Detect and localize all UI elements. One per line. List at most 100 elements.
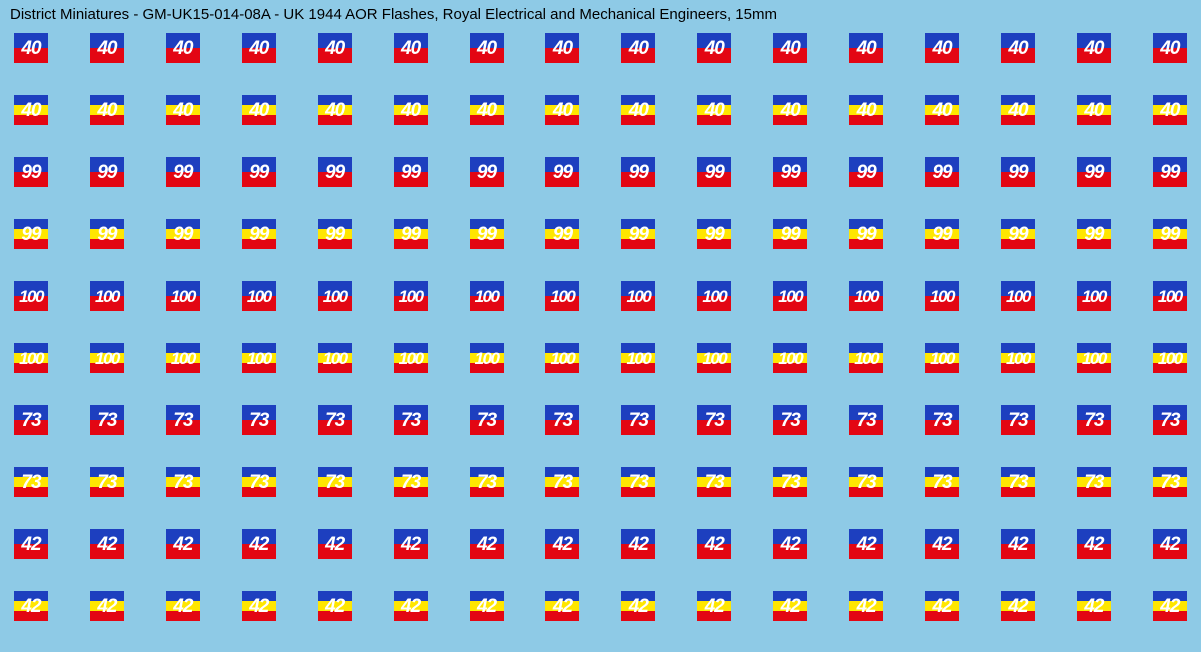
decal-number: 99 xyxy=(470,219,504,249)
decal: 42 xyxy=(849,529,883,559)
decal: 99 xyxy=(697,219,731,249)
decal: 42 xyxy=(849,591,883,621)
decal-row: 1001001001001001001001001001001001001001… xyxy=(14,343,1187,373)
decal: 42 xyxy=(925,529,959,559)
decal-number: 100 xyxy=(318,343,352,373)
decal-number: 100 xyxy=(394,343,428,373)
decal-number: 42 xyxy=(1001,529,1035,559)
decal: 73 xyxy=(1077,467,1111,497)
decal: 99 xyxy=(394,157,428,187)
decal: 40 xyxy=(242,33,276,63)
decal-number: 100 xyxy=(925,281,959,311)
decal: 42 xyxy=(166,591,200,621)
decal-number: 73 xyxy=(697,467,731,497)
decal: 100 xyxy=(773,343,807,373)
decal-number: 40 xyxy=(925,95,959,125)
decal-number: 42 xyxy=(925,591,959,621)
decal: 73 xyxy=(242,467,276,497)
decal: 99 xyxy=(1077,157,1111,187)
decal: 40 xyxy=(773,33,807,63)
decal-number: 73 xyxy=(1077,467,1111,497)
decal-number: 42 xyxy=(394,591,428,621)
decal: 99 xyxy=(242,157,276,187)
decal-number: 40 xyxy=(697,33,731,63)
decal-number: 73 xyxy=(621,405,655,435)
decal: 100 xyxy=(318,281,352,311)
decal-number: 100 xyxy=(849,343,883,373)
decal-number: 40 xyxy=(470,95,504,125)
decal: 40 xyxy=(14,95,48,125)
decal: 73 xyxy=(394,467,428,497)
decal-number: 42 xyxy=(925,529,959,559)
decal: 42 xyxy=(394,529,428,559)
decal-number: 40 xyxy=(1153,95,1187,125)
decal-number: 42 xyxy=(545,591,579,621)
decal: 99 xyxy=(1077,219,1111,249)
decal-number: 100 xyxy=(166,281,200,311)
decal: 40 xyxy=(166,95,200,125)
decal-number: 99 xyxy=(1153,219,1187,249)
decal: 42 xyxy=(1001,591,1035,621)
decal-number: 99 xyxy=(1077,219,1111,249)
decal-row: 1001001001001001001001001001001001001001… xyxy=(14,281,1187,311)
decal-number: 100 xyxy=(470,281,504,311)
decal: 40 xyxy=(166,33,200,63)
decal-number: 42 xyxy=(1001,591,1035,621)
decal-number: 73 xyxy=(925,467,959,497)
decal-number: 99 xyxy=(90,157,124,187)
decal-number: 73 xyxy=(90,467,124,497)
decal-number: 42 xyxy=(318,529,352,559)
decal: 99 xyxy=(394,219,428,249)
decal: 100 xyxy=(318,343,352,373)
decal-number: 73 xyxy=(470,467,504,497)
decal-number: 40 xyxy=(470,33,504,63)
decal-number: 40 xyxy=(242,33,276,63)
decal-number: 40 xyxy=(697,95,731,125)
decal-number: 42 xyxy=(242,529,276,559)
decal-number: 99 xyxy=(1001,219,1035,249)
decal-number: 40 xyxy=(849,95,883,125)
decal-number: 100 xyxy=(1153,281,1187,311)
decal: 100 xyxy=(90,343,124,373)
decal-number: 42 xyxy=(773,529,807,559)
decal: 99 xyxy=(849,157,883,187)
decal: 73 xyxy=(90,467,124,497)
decal: 100 xyxy=(1001,343,1035,373)
decal: 99 xyxy=(318,219,352,249)
decal: 42 xyxy=(318,591,352,621)
decal: 100 xyxy=(697,343,731,373)
decal: 42 xyxy=(242,529,276,559)
decal-number: 73 xyxy=(1077,405,1111,435)
decal-number: 73 xyxy=(14,467,48,497)
decal: 100 xyxy=(242,343,276,373)
decal: 40 xyxy=(621,33,655,63)
decal-number: 99 xyxy=(14,219,48,249)
decal-number: 73 xyxy=(1001,467,1035,497)
decal-number: 99 xyxy=(697,157,731,187)
decal-number: 99 xyxy=(166,157,200,187)
decal: 40 xyxy=(90,95,124,125)
decal: 42 xyxy=(545,591,579,621)
decal-number: 99 xyxy=(318,157,352,187)
decal: 40 xyxy=(14,33,48,63)
decal: 73 xyxy=(470,405,504,435)
decal: 99 xyxy=(621,157,655,187)
decal-number: 73 xyxy=(318,467,352,497)
decal-number: 73 xyxy=(621,467,655,497)
decal: 100 xyxy=(925,343,959,373)
decal-number: 73 xyxy=(545,467,579,497)
decal: 73 xyxy=(545,405,579,435)
decal: 40 xyxy=(697,95,731,125)
decal-number: 99 xyxy=(925,219,959,249)
decal: 40 xyxy=(545,33,579,63)
decal: 42 xyxy=(1077,591,1111,621)
decal: 42 xyxy=(1153,529,1187,559)
decal: 73 xyxy=(773,405,807,435)
decal-number: 40 xyxy=(90,33,124,63)
decal: 40 xyxy=(697,33,731,63)
decal-number: 99 xyxy=(90,219,124,249)
decal-number: 99 xyxy=(1077,157,1111,187)
decal-number: 99 xyxy=(773,219,807,249)
decal-number: 73 xyxy=(1153,405,1187,435)
decal-number: 99 xyxy=(545,219,579,249)
